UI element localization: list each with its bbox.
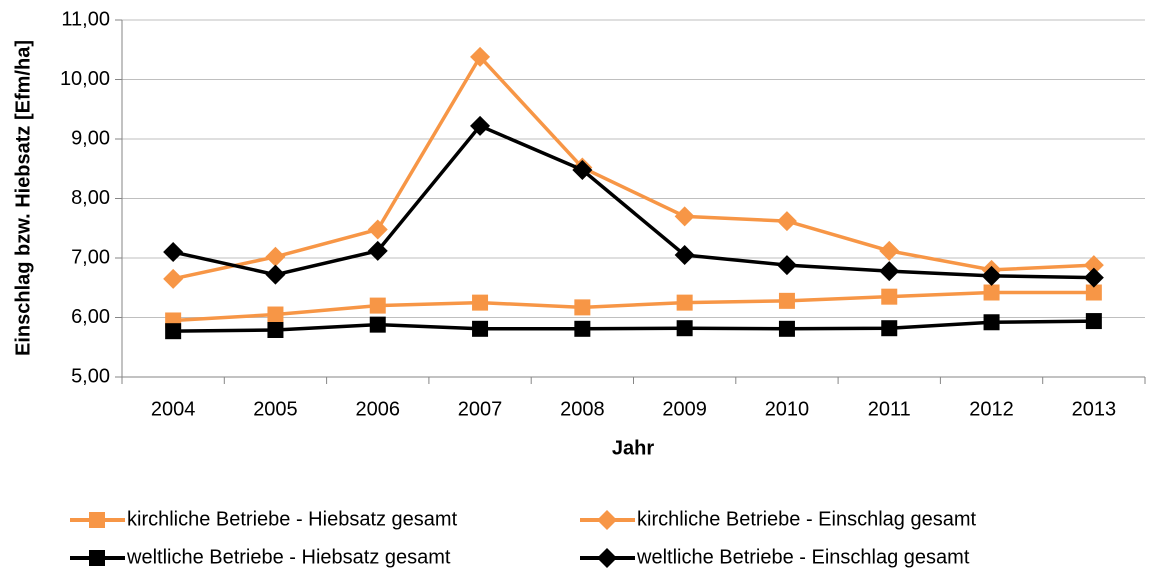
marker [265, 246, 286, 267]
legend-label: weltliche Betriebe - Hiebsatz gesamt [126, 546, 451, 568]
marker [89, 550, 105, 566]
marker [981, 265, 1002, 286]
x-tick-label: 2006 [356, 398, 401, 420]
marker [674, 206, 695, 227]
legend-label: kirchliche Betriebe - Einschlag gesamt [637, 508, 976, 530]
marker [369, 316, 386, 333]
marker [369, 297, 386, 314]
series-line [173, 319, 1094, 333]
x-tick-label: 2013 [1072, 398, 1117, 420]
marker [89, 512, 105, 528]
x-tick-label: 2008 [560, 398, 605, 420]
series-line [172, 123, 1094, 280]
y-tick-label: 8,00 [71, 187, 110, 209]
marker [1085, 284, 1102, 301]
marker [472, 320, 489, 337]
y-tick-label: 9,00 [71, 127, 110, 149]
legend-label: kirchliche Betriebe - Hiebsatz gesamt [127, 508, 458, 530]
x-tick-label: 2005 [253, 398, 298, 420]
y-tick-label: 10,00 [60, 68, 110, 90]
y-tick-label: 5,00 [71, 365, 110, 387]
series-line [172, 53, 1094, 281]
marker [367, 240, 388, 261]
marker [778, 320, 795, 337]
x-tick-label: 2011 [868, 398, 911, 420]
x-axis-label: Jahr [612, 437, 654, 459]
marker [676, 294, 693, 311]
marker [265, 264, 286, 285]
marker [676, 320, 693, 337]
marker [165, 323, 182, 340]
marker [983, 284, 1000, 301]
marker [1083, 267, 1104, 288]
x-tick-label: 2004 [151, 398, 196, 420]
legend-label: weltliche Betriebe - Einschlag gesamt [636, 546, 970, 568]
marker [879, 261, 900, 282]
marker [881, 288, 898, 305]
marker [597, 548, 617, 568]
marker [472, 294, 489, 311]
y-tick-label: 6,00 [71, 306, 110, 328]
y-tick-label: 11,00 [61, 8, 110, 30]
marker [574, 320, 591, 337]
marker [572, 159, 593, 180]
marker [1083, 255, 1104, 276]
marker [163, 242, 184, 263]
marker [267, 306, 284, 323]
marker [879, 240, 900, 261]
marker [267, 321, 284, 338]
marker [674, 245, 695, 266]
marker [778, 292, 795, 309]
marker [881, 320, 898, 337]
marker [163, 268, 184, 289]
marker [983, 314, 1000, 331]
marker [597, 510, 617, 530]
marker [470, 46, 491, 67]
x-tick-label: 2012 [969, 398, 1014, 420]
marker [1085, 313, 1102, 330]
marker [367, 219, 388, 240]
marker [776, 255, 797, 276]
y-tick-label: 7,00 [71, 246, 110, 268]
marker [776, 211, 797, 232]
x-tick-label: 2007 [458, 398, 503, 420]
y-axis-label: Einschlag bzw. Hiebsatz [Efm/ha] [12, 40, 34, 356]
x-tick-label: 2010 [765, 398, 810, 420]
marker [574, 299, 591, 316]
marker [470, 115, 491, 136]
series-line [173, 290, 1094, 323]
x-tick-label: 2009 [662, 398, 707, 420]
